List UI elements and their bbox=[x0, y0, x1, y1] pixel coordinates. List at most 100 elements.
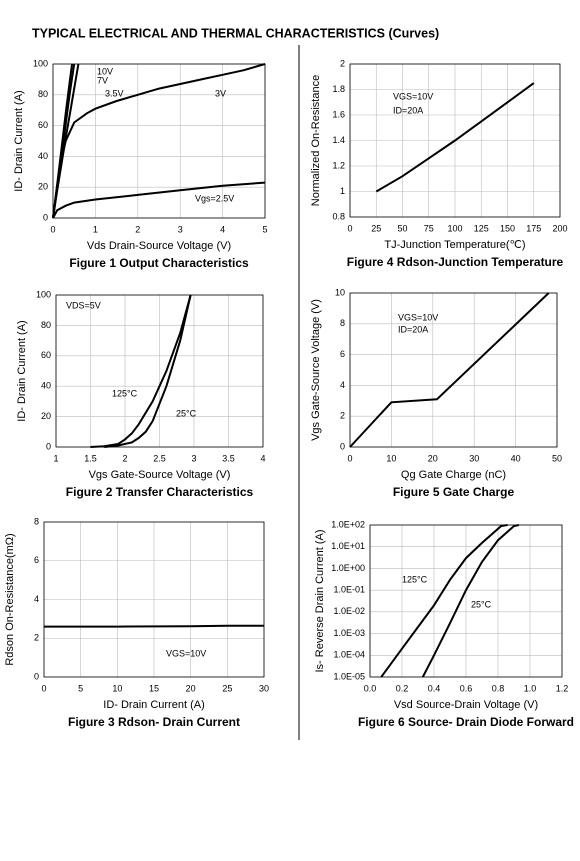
x-tick-label: 0.2 bbox=[396, 683, 409, 693]
chart-title: Figure 6 Source- Drain Diode Forward bbox=[358, 715, 574, 729]
x-tick-label: 150 bbox=[500, 223, 515, 233]
plot-frame bbox=[52, 63, 266, 219]
y-tick-label: 1.0E-04 bbox=[333, 650, 365, 660]
y-axis-label: ID- Drain Current (A) bbox=[16, 320, 28, 421]
x-tick-label: 0.0 bbox=[364, 683, 377, 693]
x-tick-label: 10 bbox=[386, 453, 396, 463]
curve bbox=[349, 292, 550, 448]
y-tick-label: 100 bbox=[36, 289, 51, 299]
x-axis-label: ID- Drain Current (A) bbox=[103, 699, 204, 711]
x-tick-label: 10 bbox=[112, 683, 122, 693]
x-tick-label: 0 bbox=[50, 224, 55, 234]
x-tick-label: 4 bbox=[260, 453, 265, 463]
x-tick-label: 1.5 bbox=[84, 453, 97, 463]
plot-frame bbox=[55, 294, 264, 448]
page-header: TYPICAL ELECTRICAL AND THERMAL CHARACTER… bbox=[32, 26, 439, 40]
x-tick-label: 1 bbox=[93, 224, 98, 234]
x-tick-label: 0.4 bbox=[428, 683, 441, 693]
curve-label: 25°C bbox=[471, 599, 492, 609]
x-tick-label: 125 bbox=[474, 223, 489, 233]
curve bbox=[44, 624, 264, 628]
y-tick-label: 6 bbox=[34, 555, 39, 565]
y-tick-label: 40 bbox=[38, 151, 48, 161]
x-tick-label: 0 bbox=[347, 223, 352, 233]
y-tick-label: 4 bbox=[340, 380, 345, 390]
x-tick-label: 5 bbox=[262, 224, 267, 234]
y-tick-label: 2 bbox=[34, 633, 39, 643]
y-tick-label: 0 bbox=[340, 441, 345, 451]
x-tick-label: 0.8 bbox=[492, 683, 505, 693]
y-tick-label: 1.0E+01 bbox=[331, 541, 365, 551]
y-tick-label: 80 bbox=[38, 89, 48, 99]
y-tick-label: 1.4 bbox=[332, 135, 345, 145]
y-tick-label: 20 bbox=[38, 182, 48, 192]
annotation: VDS=5V bbox=[66, 300, 101, 310]
y-tick-label: 40 bbox=[41, 381, 51, 391]
curve-label: 10V bbox=[97, 66, 113, 76]
curve-label: 125°C bbox=[112, 388, 138, 398]
x-tick-label: 1 bbox=[53, 453, 58, 463]
x-tick-label: 25 bbox=[222, 683, 232, 693]
x-tick-label: 40 bbox=[511, 453, 521, 463]
curve bbox=[52, 63, 266, 219]
annotation: VGS=10V bbox=[166, 648, 206, 658]
y-tick-label: 0 bbox=[46, 441, 51, 451]
curve bbox=[52, 181, 266, 219]
x-tick-label: 2 bbox=[135, 224, 140, 234]
chart-title: Figure 5 Gate Charge bbox=[393, 485, 515, 499]
x-axis-label: Vgs Gate-Source Voltage (V) bbox=[89, 469, 231, 481]
x-tick-label: 50 bbox=[397, 223, 407, 233]
y-tick-label: 2 bbox=[340, 58, 345, 68]
plot-frame bbox=[43, 521, 265, 678]
curve bbox=[421, 524, 520, 678]
x-tick-label: 25 bbox=[371, 223, 381, 233]
x-axis-label: Vds Drain-Source Voltage (V) bbox=[87, 240, 231, 252]
x-tick-label: 1.0 bbox=[524, 683, 537, 693]
x-tick-label: 3.5 bbox=[222, 453, 235, 463]
y-tick-label: 6 bbox=[340, 349, 345, 359]
curve bbox=[104, 294, 192, 448]
x-tick-label: 0 bbox=[41, 683, 46, 693]
x-axis-label: Qg Gate Charge (nC) bbox=[401, 469, 506, 481]
y-tick-label: 20 bbox=[41, 411, 51, 421]
curve-label: 3V bbox=[215, 88, 226, 98]
x-tick-label: 20 bbox=[186, 683, 196, 693]
y-tick-label: 1 bbox=[340, 186, 345, 196]
curve-label: 25°C bbox=[176, 408, 197, 418]
x-tick-label: 75 bbox=[424, 223, 434, 233]
x-tick-label: 1.2 bbox=[556, 683, 569, 693]
x-tick-label: 30 bbox=[259, 683, 269, 693]
x-tick-label: 100 bbox=[447, 223, 462, 233]
chart-title: Figure 3 Rdson- Drain Current bbox=[68, 715, 240, 729]
y-tick-label: 1.0E-03 bbox=[333, 628, 365, 638]
y-tick-label: 60 bbox=[41, 350, 51, 360]
x-tick-label: 0 bbox=[347, 453, 352, 463]
y-tick-label: 2 bbox=[340, 411, 345, 421]
y-tick-label: 80 bbox=[41, 320, 51, 330]
curve-label: 125°C bbox=[402, 574, 428, 584]
curve-label: 7V bbox=[97, 75, 108, 85]
y-tick-label: 8 bbox=[340, 318, 345, 328]
y-tick-label: 1.6 bbox=[332, 109, 345, 119]
y-tick-label: 1.0E-01 bbox=[333, 585, 365, 595]
x-tick-label: 2 bbox=[122, 453, 127, 463]
y-tick-label: 1.0E-02 bbox=[333, 606, 365, 616]
curve bbox=[380, 524, 508, 678]
x-tick-label: 3 bbox=[178, 224, 183, 234]
x-tick-label: 30 bbox=[469, 453, 479, 463]
curve bbox=[90, 294, 192, 448]
chart-title: Figure 4 Rdson-Junction Temperature bbox=[347, 255, 564, 269]
y-axis-label: Vgs Gate-Source Voltage (V) bbox=[310, 299, 322, 441]
x-tick-label: 175 bbox=[526, 223, 541, 233]
chart-title: Figure 2 Transfer Characteristics bbox=[66, 485, 254, 499]
x-tick-label: 5 bbox=[78, 683, 83, 693]
chart-title: Figure 1 Output Characteristics bbox=[69, 256, 249, 270]
curve-label: Vgs=2.5V bbox=[195, 193, 234, 203]
x-tick-label: 50 bbox=[552, 453, 562, 463]
plot-frame bbox=[349, 63, 561, 218]
curve bbox=[375, 82, 535, 193]
annotation: ID=20A bbox=[393, 105, 423, 115]
y-tick-label: 60 bbox=[38, 120, 48, 130]
y-axis-label: ID- Drain Current (A) bbox=[13, 90, 25, 191]
